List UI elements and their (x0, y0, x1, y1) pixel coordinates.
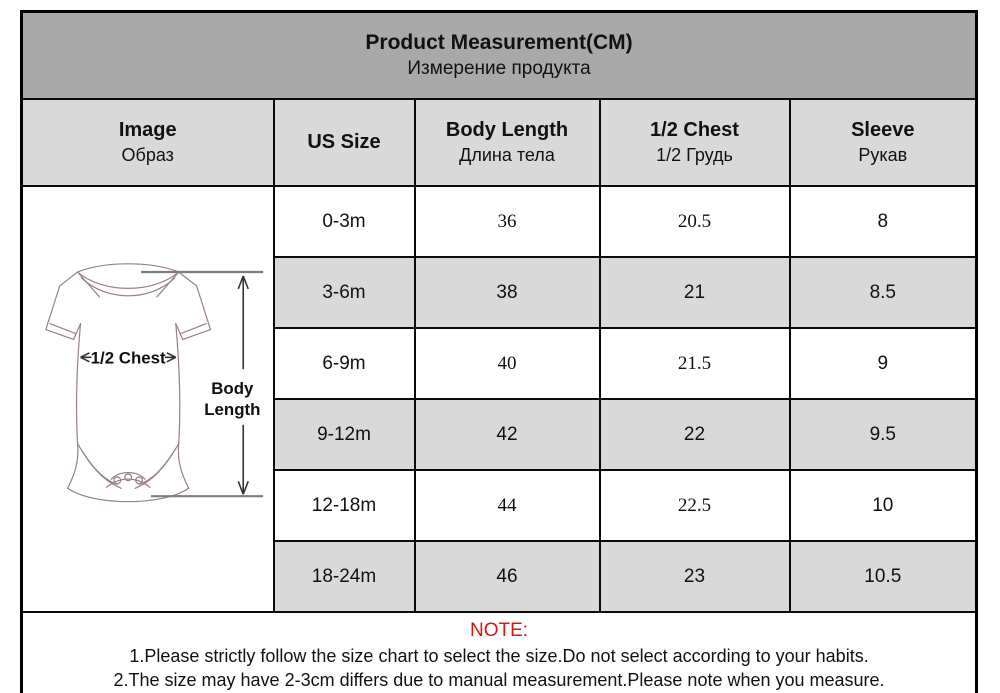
table-row: 3-6m 38 21 8.5 (22, 256, 978, 329)
chest-cell: 20.5 (598, 185, 791, 258)
body-length-dimension-label-line1: Body (211, 379, 254, 398)
header-cell-chest: 1/2 Chest 1/2 Грудь (598, 98, 791, 187)
body-length-dimension-label-line2: Length (204, 400, 260, 419)
body-length-cell: 46 (413, 540, 601, 613)
body-length-cell: 40 (413, 327, 601, 400)
product-image-cell: 1/2 Chest Body Length (20, 185, 275, 613)
header-cell-image: Image Образ (20, 98, 275, 187)
sleeve-cell: 10 (788, 469, 978, 542)
title-row: Product Measurement(CM) Измерение продук… (20, 10, 978, 100)
column-header-row: Image Образ US Size Body Length Длина те… (20, 98, 978, 187)
note-label: NOTE: (469, 620, 529, 641)
chest-cell: 22.5 (598, 469, 791, 542)
size-cell: 3-6m (272, 256, 416, 329)
header-chest-en: 1/2 Chest (650, 119, 739, 142)
note-row: NOTE: 1.Please strictly follow the size … (20, 611, 978, 693)
header-sleeve-ru: Рукав (858, 145, 908, 166)
sleeve-cell: 9 (788, 327, 978, 400)
header-us-size-en: US Size (307, 131, 381, 153)
half-chest-dimension-label: 1/2 Chest (90, 348, 165, 367)
sleeve-cell: 9.5 (788, 398, 978, 471)
size-cell: 6-9m (272, 327, 416, 400)
bodysuit-sketch: 1/2 Chest Body Length (44, 263, 263, 503)
body-length-cell: 42 (413, 398, 601, 471)
chest-cell: 22 (598, 398, 791, 471)
page-title: Product Measurement(CM) (365, 30, 633, 54)
page-title-ru: Измерение продукта (407, 58, 591, 80)
header-image-ru: Образ (121, 145, 174, 166)
header-image-en: Image (118, 119, 177, 142)
size-cell: 12-18m (272, 469, 416, 542)
header-body-length-ru: Длина тела (459, 145, 555, 166)
header-sleeve-en: Sleeve (851, 119, 915, 142)
body-length-cell: 44 (413, 469, 601, 542)
table-row: 9-12m 42 22 9.5 (22, 398, 978, 471)
chest-cell: 21 (598, 256, 791, 329)
body-length-cell: 38 (413, 256, 601, 329)
note-line-2: 2.The size may have 2-3cm differs due to… (113, 669, 885, 690)
header-cell-body-length: Body Length Длина тела (413, 98, 601, 187)
size-cell: 0-3m (272, 185, 416, 258)
table-row: 12-18m 44 22.5 10 (22, 469, 978, 542)
body-length-cell: 36 (413, 185, 601, 258)
bodysuit-diagram: 1/2 Chest Body Length (23, 240, 273, 558)
size-cell: 9-12m (272, 398, 416, 471)
chest-cell: 23 (598, 540, 791, 613)
header-body-length-en: Body Length (445, 119, 569, 142)
table-row: 1/2 Chest Body Length 0-3m 36 20.5 8 (20, 185, 978, 613)
sleeve-cell: 8 (788, 185, 978, 258)
title-cell: Product Measurement(CM) Измерение продук… (20, 10, 978, 100)
note-cell: NOTE: 1.Please strictly follow the size … (20, 611, 978, 693)
table-row: 18-24m 46 23 10.5 (22, 540, 978, 613)
sleeve-cell: 10.5 (788, 540, 978, 613)
size-cell: 18-24m (272, 540, 416, 613)
header-chest-ru: 1/2 Грудь (656, 145, 733, 166)
header-cell-sleeve: Sleeve Рукав (788, 98, 978, 187)
header-cell-us-size: US Size (272, 98, 416, 187)
sleeve-cell: 8.5 (788, 256, 978, 329)
table-row: 6-9m 40 21.5 9 (22, 327, 978, 400)
note-line-1: 1.Please strictly follow the size chart … (129, 645, 869, 666)
chest-cell: 21.5 (598, 327, 791, 400)
size-chart-table: Product Measurement(CM) Измерение продук… (20, 10, 979, 693)
